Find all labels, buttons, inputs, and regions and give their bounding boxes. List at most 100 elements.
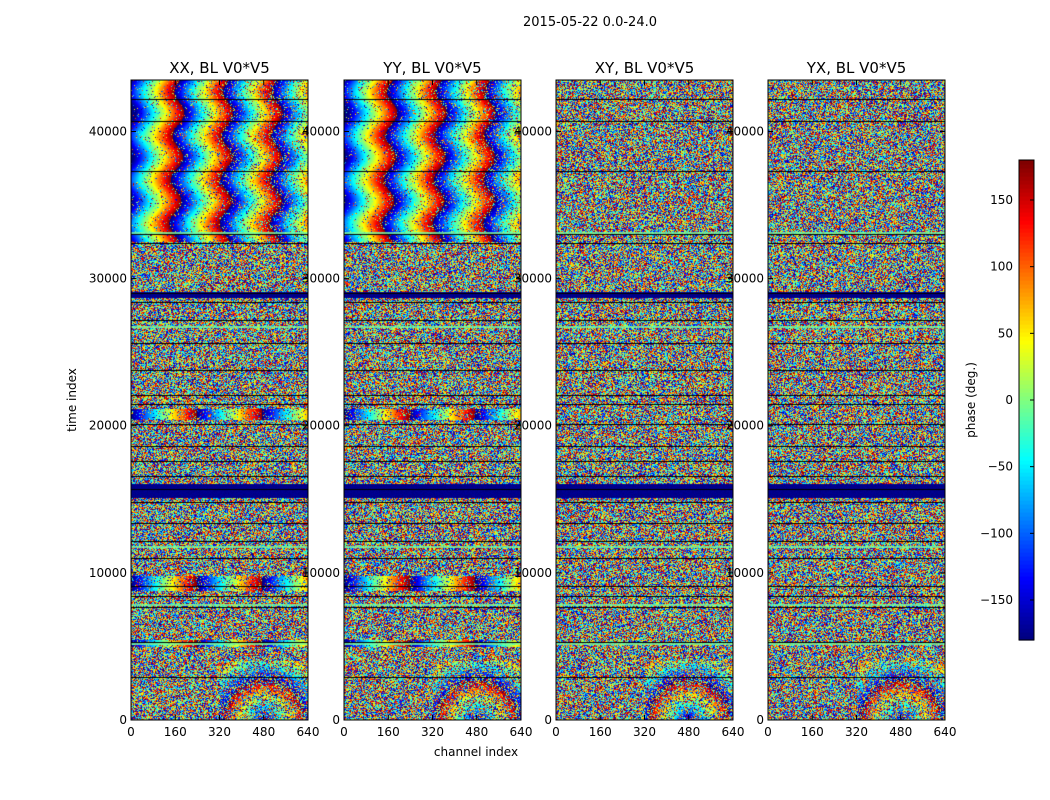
colorbar-segment [1019,216,1034,221]
colorbar-segment [1019,600,1034,605]
colorbar-segment [1019,384,1034,389]
colorbar-segment [1019,568,1034,573]
colorbar-segment [1019,416,1034,421]
colorbar-segment [1019,324,1034,329]
colorbar-segment [1019,400,1034,405]
colorbar-segment [1019,252,1034,257]
x-tick-label: 320 [633,725,656,739]
colorbar-segment [1019,472,1034,477]
colorbar-segment [1019,280,1034,285]
x-tick-label: 480 [465,725,488,739]
colorbar-segment [1019,608,1034,613]
colorbar-segment [1019,272,1034,277]
colorbar-segment [1019,360,1034,365]
colorbar-segment [1019,320,1034,325]
colorbar-segment [1019,248,1034,253]
colorbar-segment [1019,312,1034,317]
colorbar-segment [1019,520,1034,525]
colorbar-segment [1019,292,1034,297]
x-tick-label: 0 [764,725,772,739]
colorbar-segment [1019,452,1034,457]
heatmap-yy [344,80,521,720]
colorbar-segment [1019,408,1034,413]
colorbar-segment [1019,548,1034,553]
heatmap-xx [131,80,308,720]
x-tick-label: 160 [589,725,612,739]
y-tick-label: 20000 [302,419,340,433]
x-tick-label: 0 [127,725,135,739]
colorbar-segment [1019,168,1034,173]
colorbar-segment [1019,352,1034,357]
y-tick-label: 30000 [89,272,127,286]
y-tick-label: 40000 [726,124,764,138]
colorbar-segment [1019,204,1034,209]
colorbar-segment [1019,264,1034,269]
y-axis-label: time index [65,368,79,432]
colorbar-segment [1019,444,1034,449]
colorbar-segment [1019,580,1034,585]
x-tick-label: 160 [801,725,824,739]
y-tick-label: 0 [756,713,764,727]
panel-title: XY, BL V0*V5 [595,59,695,77]
colorbar-segment [1019,572,1034,577]
colorbar-segment [1019,420,1034,425]
colorbar-segment [1019,200,1034,205]
colorbar-segment [1019,396,1034,401]
colorbar-segment [1019,304,1034,309]
colorbar-segment [1019,468,1034,473]
colorbar-segment [1019,624,1034,629]
colorbar-segment [1019,460,1034,465]
colorbar-segment [1019,496,1034,501]
colorbar-segment [1019,288,1034,293]
colorbar-segment [1019,276,1034,281]
colorbar-segment [1019,544,1034,549]
colorbar-segment [1019,284,1034,289]
colorbar-segment [1019,636,1034,641]
colorbar-segment [1019,576,1034,581]
colorbar-segment [1019,616,1034,621]
x-tick-label: 640 [934,725,957,739]
colorbar-segment [1019,268,1034,273]
x-tick-label: 640 [510,725,533,739]
x-tick-label: 320 [421,725,444,739]
heatmap-yx [768,80,945,720]
colorbar-segment [1019,372,1034,377]
colorbar-segment [1019,628,1034,633]
colorbar-segment [1019,412,1034,417]
colorbar-segment [1019,368,1034,373]
colorbar-tick-label: 50 [998,326,1013,340]
y-tick-label: 10000 [89,566,127,580]
x-tick-label: 320 [845,725,868,739]
colorbar-segment [1019,620,1034,625]
colorbar-segment [1019,524,1034,529]
colorbar-segment [1019,504,1034,509]
colorbar-segment [1019,180,1034,185]
colorbar-segment [1019,244,1034,249]
colorbar-segment [1019,340,1034,345]
heatmap-xy [556,80,733,720]
colorbar-segment [1019,564,1034,569]
colorbar-segment [1019,404,1034,409]
colorbar-segment [1019,256,1034,261]
y-tick-label: 40000 [302,124,340,138]
y-tick-label: 30000 [514,272,552,286]
heatmap-canvas [768,80,945,720]
colorbar-segment [1019,500,1034,505]
x-tick-label: 640 [297,725,320,739]
colorbar: −150 −100 −50 0 50 100 150 phase (deg.) [964,159,1035,641]
colorbar-segment [1019,224,1034,229]
y-tick-label: 40000 [514,124,552,138]
colorbar-segment [1019,440,1034,445]
colorbar-segment [1019,484,1034,489]
colorbar-segment [1019,528,1034,533]
colorbar-segment [1019,464,1034,469]
colorbar-segment [1019,516,1034,521]
colorbar-segment [1019,508,1034,513]
colorbar-segment [1019,556,1034,561]
colorbar-segment [1019,232,1034,237]
figure-suptitle: 2015-05-22 0.0-24.0 [523,15,657,30]
colorbar-segment [1019,300,1034,305]
colorbar-segment [1019,348,1034,353]
heatmap-canvas [556,80,733,720]
